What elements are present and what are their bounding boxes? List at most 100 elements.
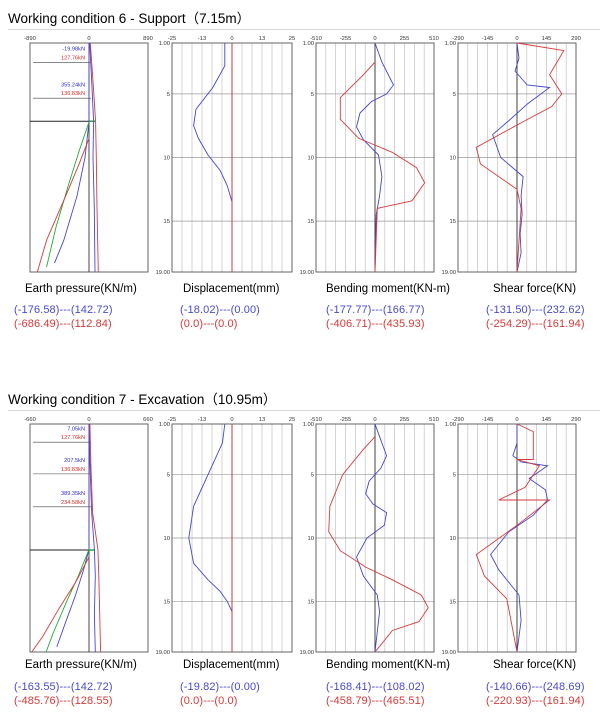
chart-svg-earth_pressure: 7.05kN 127.76kN 207.5kN 136.83kN 389.35kN 234… (24, 417, 153, 653)
chart-svg-displacement: -25 -13 0 13 25 1.00 5 10 15 19.00 (155, 36, 295, 276)
chart-panel-bending_moment: -510 -255 0 255 510 1.00 5 10 15 19.00 (299, 36, 438, 276)
earth-pressure-annotation: 234.58kN (61, 500, 85, 506)
value-range-blue: (-176.58)---(142.72) (14, 304, 113, 316)
y-tick-label: 15 (450, 219, 456, 225)
value-range-red: (-686.49)---(112.84) (14, 318, 112, 330)
section-title-2: Working condition 7 - Excavation（10.95m） (8, 392, 277, 407)
x-tick-label: 145 (542, 417, 552, 423)
earth-pressure-annotation: 389.35kN (61, 491, 85, 497)
value-range-red: (-485.76)---(128.55) (14, 695, 113, 707)
x-tick-label: -290 (452, 36, 464, 42)
y-tick-label: 1.00 (159, 41, 170, 47)
series-left-green (46, 121, 90, 268)
y-tick-label: 1.00 (445, 41, 456, 47)
series-left-red (36, 138, 90, 273)
series-left-blue (56, 424, 90, 648)
x-tick-label: -13 (198, 36, 206, 42)
x-tick-label: 0 (87, 36, 90, 42)
series-left-blue (54, 43, 90, 264)
value-range-red: (-220.93)---(161.94) (486, 695, 585, 707)
series-left-green (45, 549, 90, 653)
x-tick-label: 510 (429, 36, 439, 42)
earth-pressure-annotation: 127.76kN (61, 435, 85, 441)
chart-panel-bending_moment: -510 -255 0 255 510 1.00 5 10 15 19.00 (299, 417, 438, 656)
chart-panel-earth_pressure: -19.98kN 127.76kN 355.24kN 136.83kN -890 0 890 (24, 36, 153, 273)
chart-panel-earth_pressure: 7.05kN 127.76kN 207.5kN 136.83kN 389.35kN 234… (24, 417, 153, 653)
value-range-blue: (-18.02)---(0.00) (180, 304, 260, 316)
panel-values-displacement: (-19.82)---(0.00) (0.0)---(0.0) (180, 680, 260, 708)
y-tick-label: 15 (450, 599, 456, 605)
y-tick-label: 1.00 (303, 41, 314, 47)
y-tick-label: 19.00 (441, 650, 456, 656)
y-tick-label: 19.00 (155, 270, 170, 276)
earth-pressure-annotation: 127.76kN (61, 56, 85, 62)
x-tick-label: -660 (24, 417, 36, 423)
x-tick-label: 0 (373, 417, 376, 423)
value-range-blue: (-19.82)---(0.00) (180, 681, 260, 693)
value-range-red: (-406.71)---(435.93) (326, 318, 425, 330)
y-tick-label: 19.00 (441, 270, 456, 276)
series-blue (356, 42, 395, 273)
x-tick-label: -145 (482, 417, 494, 423)
chart-panel-shear_force: -290 -145 0 145 290 1.00 5 10 15 19.00 (441, 36, 580, 276)
x-tick-label: -255 (340, 36, 352, 42)
series-blue (193, 43, 233, 272)
panel-values-bending_moment: (-177.77)---(166.77) (-406.71)---(435.93) (326, 303, 425, 331)
chart-panel-shear_force: -290 -145 0 145 290 1.00 5 10 15 19.00 (441, 417, 580, 656)
x-tick-label: 0 (515, 417, 518, 423)
y-tick-label: 5 (453, 473, 456, 479)
chart-svg-shear_force: -290 -145 0 145 290 1.00 5 10 15 19.00 (441, 417, 580, 656)
x-tick-label: 0 (87, 417, 90, 423)
earth-pressure-annotation: -19.98kN (62, 47, 85, 53)
series-left-red (31, 556, 90, 653)
value-range-red: (0.0)---(0.0) (180, 318, 238, 330)
y-tick-label: 1.00 (303, 422, 314, 428)
x-tick-label: 0 (230, 36, 233, 42)
y-tick-label: 5 (167, 92, 170, 98)
x-tick-label: 255 (400, 36, 410, 42)
x-tick-label: 145 (542, 36, 552, 42)
panel-label-earth_pressure: Earth pressure(KN/m) (25, 659, 137, 671)
series-blue (188, 423, 233, 652)
y-tick-label: 19.00 (155, 650, 170, 656)
x-tick-label: 0 (230, 417, 233, 423)
x-tick-label: 0 (373, 36, 376, 42)
series-blue (356, 423, 388, 653)
x-tick-label: 660 (143, 417, 153, 423)
panel-label-bending_moment: Bending moment(KN-m) (326, 283, 450, 295)
x-tick-label: -25 (168, 36, 176, 42)
y-tick-label: 15 (308, 219, 314, 225)
x-tick-label: 290 (571, 36, 581, 42)
chart-panel-displacement: -25 -13 0 13 25 1.00 5 10 15 19.00 (155, 36, 295, 276)
y-tick-label: 5 (311, 473, 314, 479)
value-range-red: (-254.29)---(161.94) (486, 318, 585, 330)
x-tick-label: -510 (310, 36, 322, 42)
chart-svg-shear_force: -290 -145 0 145 290 1.00 5 10 15 19.00 (441, 36, 580, 276)
y-tick-label: 15 (164, 599, 170, 605)
chart-panel-displacement: -25 -13 0 13 25 1.00 5 10 15 19.00 (155, 417, 295, 656)
y-tick-label: 10 (308, 156, 314, 162)
earth-pressure-annotation: 207.5kN (64, 458, 85, 464)
x-tick-label: 510 (429, 417, 439, 423)
x-tick-label: -510 (310, 417, 322, 423)
x-tick-label: -890 (24, 36, 36, 42)
x-tick-label: 13 (259, 36, 265, 42)
section-title-1: Working condition 6 - Support（7.15m） (8, 11, 251, 26)
y-tick-label: 19.00 (299, 650, 314, 656)
value-range-blue: (-177.77)---(166.77) (326, 304, 425, 316)
series-right-red (89, 42, 99, 273)
series-red (475, 423, 551, 653)
value-range-blue: (-131.50)---(232.62) (486, 304, 585, 316)
y-tick-label: 5 (453, 92, 456, 98)
x-tick-label: 13 (259, 417, 265, 423)
panel-label-earth_pressure: Earth pressure(KN/m) (25, 283, 137, 295)
panel-values-earth_pressure: (-163.55)---(142.72) (-485.76)---(128.55) (14, 680, 113, 708)
series-right-red (89, 423, 102, 653)
y-tick-label: 1.00 (159, 422, 170, 428)
earth-pressure-annotation: 7.05kN (67, 426, 85, 432)
series-red (328, 436, 429, 653)
x-tick-label: -13 (198, 417, 206, 423)
panel-values-displacement: (-18.02)---(0.00) (0.0)---(0.0) (180, 303, 260, 331)
